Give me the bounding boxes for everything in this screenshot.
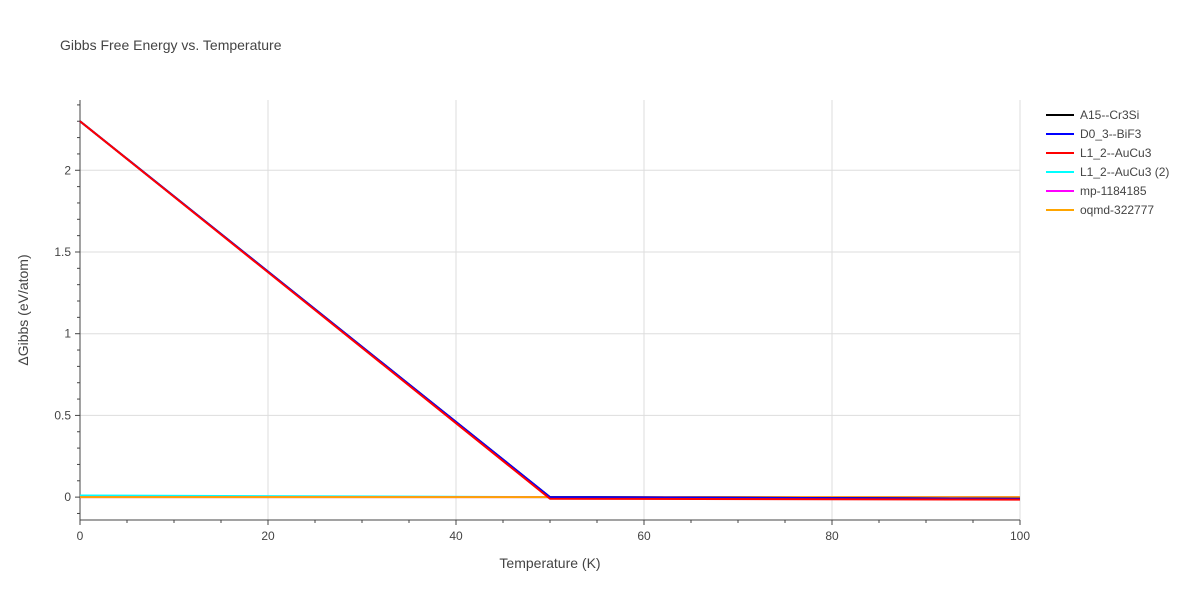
- axes: 0 20 40 60 80 100 0 0.5 1 1.5 2: [54, 100, 1030, 543]
- series-line-0: [79, 120, 1021, 500]
- y-tick-label: 1.5: [54, 245, 71, 259]
- legend-label: L1_2--AuCu3: [1080, 146, 1152, 160]
- x-axis-title: Temperature (K): [499, 555, 600, 571]
- x-tick-label: 40: [449, 529, 463, 543]
- x-tick-label: 100: [1010, 529, 1030, 543]
- legend-label: oqmd-322777: [1080, 203, 1154, 217]
- x-tick-label: 80: [825, 529, 839, 543]
- y-tick-label: 2: [64, 163, 71, 177]
- y-tick-label: 0.5: [54, 408, 71, 422]
- x-tick-label: 20: [261, 529, 275, 543]
- x-tick-label: 0: [77, 529, 84, 543]
- legend-label: D0_3--BiF3: [1080, 127, 1142, 141]
- x-tick-label: 60: [637, 529, 651, 543]
- y-tick-label: 1: [64, 327, 71, 341]
- y-axis-title: ΔGibbs (eV/atom): [15, 254, 31, 365]
- series-lines: [79, 120, 1021, 501]
- series-line-1: [79, 120, 1021, 500]
- chart-title: Gibbs Free Energy vs. Temperature: [60, 37, 282, 53]
- grid-lines: [80, 100, 1021, 520]
- series-line-2: [79, 120, 1021, 501]
- legend-label: L1_2--AuCu3 (2): [1080, 165, 1169, 179]
- y-tick-label: 0: [64, 490, 71, 504]
- legend-label: A15--Cr3Si: [1080, 108, 1139, 122]
- legend-label: mp-1184185: [1080, 184, 1147, 198]
- legend: A15--Cr3Si D0_3--BiF3 L1_2--AuCu3 L1_2--AuC…: [1046, 108, 1169, 217]
